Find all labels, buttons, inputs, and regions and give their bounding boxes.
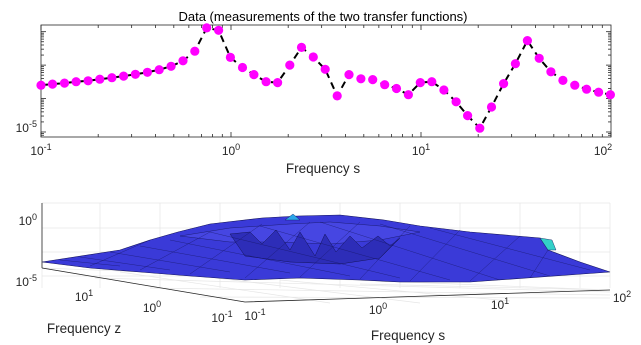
- data-point: [214, 25, 224, 35]
- top-x-tick-label: 10-1: [30, 142, 51, 158]
- surface-floor-edge: [41, 267, 611, 303]
- data-point: [391, 83, 402, 94]
- data-point: [380, 80, 390, 90]
- data-point: [510, 59, 520, 69]
- data-point: [273, 78, 283, 88]
- surface-x-tick-label: 101: [491, 296, 509, 312]
- data-point: [190, 46, 200, 56]
- top-x-tick-label: 101: [412, 142, 430, 158]
- top-chart-title: Data (measurements of the two transfer f…: [178, 9, 467, 24]
- data-point: [119, 71, 129, 81]
- data-point: [107, 73, 117, 83]
- data-point: [261, 77, 271, 87]
- data-point: [225, 52, 235, 63]
- surface-x-axis-label: Frequency s: [371, 328, 446, 343]
- data-point: [142, 67, 152, 77]
- top-chart: Data (measurements of the two transfer f…: [16, 9, 616, 176]
- data-point: [403, 90, 413, 100]
- data-point: [332, 91, 342, 101]
- data-point: [71, 77, 81, 87]
- surface-y-tick-label: 10-1: [211, 309, 232, 325]
- surface-x-tick-label: 100: [369, 301, 387, 317]
- data-point: [451, 97, 461, 107]
- data-point: [522, 36, 533, 46]
- data-point: [534, 53, 544, 63]
- data-point: [356, 74, 366, 84]
- surface-x-tick-label: 102: [613, 289, 631, 305]
- data-point: [95, 74, 105, 84]
- data-point: [285, 60, 295, 70]
- data-point: [344, 70, 354, 80]
- data-point: [130, 69, 140, 79]
- data-point: [415, 78, 425, 88]
- data-point: [605, 90, 616, 100]
- data-point: [594, 87, 604, 97]
- top-x-axis-label: Frequency s: [286, 161, 361, 176]
- surface-y-tick-label: 100: [143, 299, 161, 315]
- data-point: [308, 52, 318, 62]
- surface-z-tick-label: 10-5: [16, 273, 37, 289]
- data-point: [558, 75, 568, 85]
- data-point: [368, 75, 378, 85]
- data-point: [582, 84, 592, 94]
- data-point: [249, 70, 259, 80]
- surface-chart: 100 10-5 101 100 10-1 10-1 100 101 102 F…: [16, 202, 631, 343]
- top-x-tick-label: 100: [222, 142, 240, 158]
- data-point: [202, 23, 212, 33]
- data-point: [463, 111, 473, 121]
- data-point: [439, 85, 449, 95]
- data-point: [166, 61, 176, 71]
- surface-y-tick-label: 101: [75, 288, 93, 304]
- top-y-tick-label: 10-5: [16, 119, 37, 135]
- surface-z-tick-label: 100: [19, 212, 37, 228]
- surface-y-axis-label: Frequency z: [47, 321, 122, 336]
- surface-mesh: [41, 213, 611, 283]
- data-point: [178, 56, 188, 66]
- data-point: [154, 65, 164, 75]
- data-point: [486, 102, 497, 112]
- data-point: [570, 80, 580, 90]
- data-point: [47, 79, 58, 89]
- data-point: [237, 62, 248, 73]
- data-point: [83, 76, 93, 86]
- data-point: [427, 77, 437, 87]
- top-x-tick-label: 102: [594, 142, 612, 158]
- data-point: [36, 80, 46, 90]
- data-point: [59, 78, 70, 88]
- top-series-markers: [36, 23, 616, 133]
- top-plot-area: [40, 24, 612, 138]
- data-point: [320, 64, 330, 74]
- data-point: [296, 42, 307, 53]
- data-point: [475, 123, 485, 133]
- data-point: [499, 79, 509, 89]
- data-point: [546, 67, 556, 77]
- surface-x-tick-label: 10-1: [244, 307, 265, 323]
